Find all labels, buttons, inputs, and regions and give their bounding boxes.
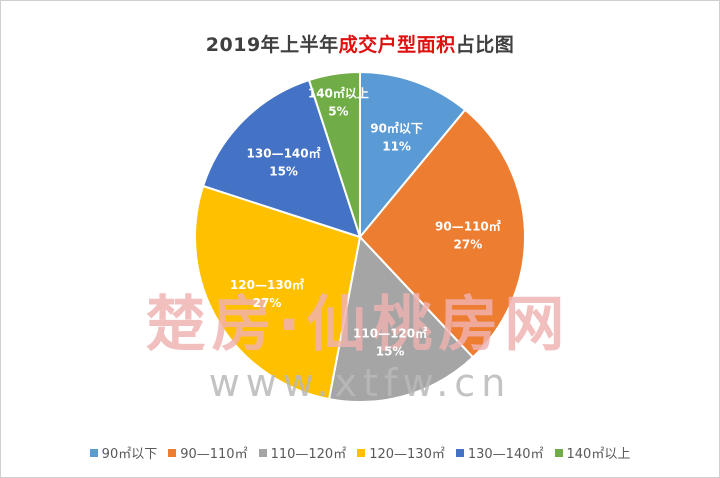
pie-slice-4 bbox=[194, 184, 362, 401]
watermark-url: www.xtfw.cn bbox=[209, 361, 512, 405]
slice-percent-label: 15% bbox=[376, 345, 405, 359]
slice-category-label: 120—130㎡ bbox=[230, 277, 304, 292]
legend-item: 90—110㎡ bbox=[168, 443, 248, 462]
pie-slice-6 bbox=[307, 70, 361, 238]
legend-swatch bbox=[357, 448, 366, 457]
legend-item: 90㎡以下 bbox=[89, 443, 158, 462]
slice-percent-label: 27% bbox=[253, 296, 282, 310]
slice-percent-label: 15% bbox=[269, 165, 298, 179]
legend-swatch bbox=[168, 448, 177, 457]
slice-percent-label: 27% bbox=[454, 238, 483, 252]
pie-slice-2 bbox=[358, 108, 526, 359]
chart-legend: 90㎡以下 90—110㎡ 110—120㎡ 120—130㎡ 130—140㎡ 140㎡… bbox=[0, 443, 720, 462]
slice-percent-label: 11% bbox=[382, 139, 411, 153]
legend-swatch bbox=[258, 448, 267, 457]
legend-label: 110—120㎡ bbox=[270, 447, 347, 462]
legend-label: 90㎡以下 bbox=[101, 447, 158, 462]
legend-item: 110—120㎡ bbox=[258, 443, 347, 462]
legend-label: 120—130㎡ bbox=[369, 447, 445, 462]
pie-slices bbox=[194, 70, 526, 404]
legend-item: 120—130㎡ bbox=[357, 443, 445, 462]
slice-category-label: 140㎡以上 bbox=[308, 86, 369, 101]
legend-label: 140㎡以上 bbox=[566, 447, 631, 462]
legend-label: 130—140㎡ bbox=[467, 447, 544, 462]
title-suffix: 占比图 bbox=[455, 34, 515, 56]
slice-labels: 90㎡以下 11% 90—110㎡ 27% 110—120㎡ 15% 120—130㎡ 27%… bbox=[230, 86, 501, 359]
slice-category-label: 110—120㎡ bbox=[353, 326, 427, 341]
title-highlight: 成交户型面积 bbox=[338, 34, 456, 56]
chart-title: 2019年上半年成交户型面积占比图 bbox=[0, 30, 720, 57]
slice-category-label: 90㎡以下 bbox=[370, 120, 423, 135]
watermark-brand: 楚房·仙桃房网 bbox=[146, 290, 571, 360]
legend-swatch bbox=[554, 448, 563, 457]
slice-percent-label: 5% bbox=[328, 105, 348, 119]
legend-swatch bbox=[89, 448, 98, 457]
legend-item: 130—140㎡ bbox=[455, 443, 544, 462]
slice-category-label: 130—140㎡ bbox=[247, 146, 321, 161]
legend-swatch bbox=[455, 448, 464, 457]
legend-label: 90—110㎡ bbox=[180, 447, 248, 462]
pie-slice-3 bbox=[327, 234, 475, 404]
pie-slice-1 bbox=[359, 70, 467, 240]
title-prefix: 2019年上半年 bbox=[205, 34, 339, 56]
legend-item: 140㎡以上 bbox=[554, 443, 631, 462]
slice-category-label: 90—110㎡ bbox=[435, 219, 501, 234]
